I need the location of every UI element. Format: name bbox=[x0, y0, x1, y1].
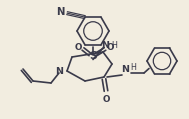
Text: O: O bbox=[106, 42, 114, 52]
Text: N: N bbox=[121, 65, 129, 74]
Text: H: H bbox=[111, 40, 117, 50]
Text: S: S bbox=[89, 51, 97, 61]
Text: N: N bbox=[101, 42, 109, 50]
Text: H: H bbox=[130, 62, 136, 72]
Text: O: O bbox=[74, 42, 82, 52]
Text: N: N bbox=[55, 67, 63, 77]
Text: O: O bbox=[102, 94, 110, 104]
Text: N: N bbox=[56, 7, 64, 17]
